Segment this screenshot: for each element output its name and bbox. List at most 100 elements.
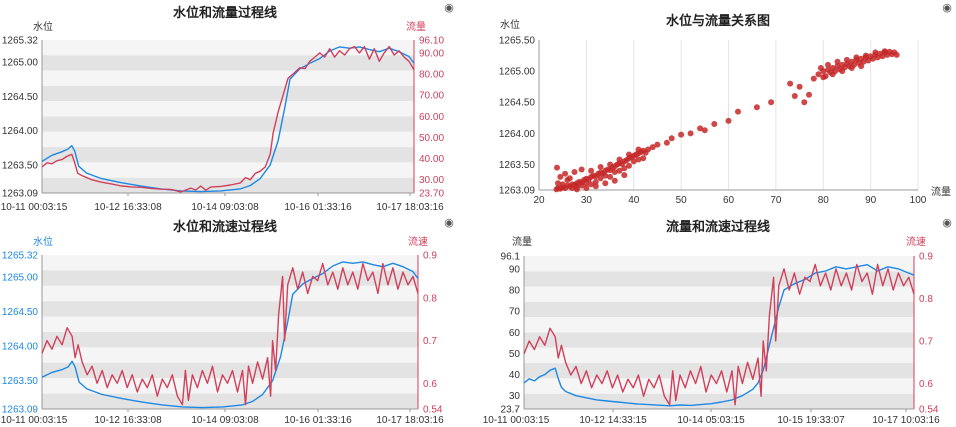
y-tick-label: 1265.50 — [499, 36, 536, 47]
scatter-point — [796, 83, 803, 90]
left-series-line — [41, 261, 419, 409]
scatter-point — [588, 167, 595, 174]
plot-band — [42, 147, 414, 163]
scatter-chart: 20 30 40 50 60 70 80 90 100 1265.50 1265.00 1264.50… — [499, 36, 927, 207]
scatter-point — [571, 169, 578, 175]
x-tick-label: 70 — [770, 195, 782, 206]
x-tick-label: 10-12 16:33:08 — [94, 202, 162, 213]
x-tick-label: 20 — [533, 195, 545, 206]
scatter-point — [583, 185, 590, 192]
x-tick-label: 10-11 00:03:15 — [483, 415, 550, 426]
plot-band — [42, 55, 414, 71]
scatter-point — [820, 74, 827, 81]
scatter-point — [559, 181, 566, 188]
scatter-point — [592, 178, 599, 185]
x-tick-label: 100 — [910, 195, 927, 206]
left-tick-label: 1263.09 — [2, 405, 39, 416]
x-tick-label: 10-12 16:33:08 — [94, 415, 162, 426]
plot-band — [42, 40, 414, 56]
scatter-point — [817, 65, 824, 71]
scatter-point — [626, 162, 632, 169]
right-tick-label: 0.8 — [423, 293, 437, 304]
scatter-point — [649, 144, 656, 151]
scatter-point — [829, 71, 836, 78]
chart-panel-flow-velocity: 流量和流速过程线 ◉ 流量 流速 96.1 90 80 70 60 50 40 30 23.7 0… — [478, 214, 956, 427]
x-tick-label: 60 — [723, 195, 735, 206]
scatter-point — [597, 175, 604, 182]
right-tick-label: 60.00 — [419, 112, 444, 123]
scatter-point — [810, 75, 817, 82]
left-axis-name: 水位 — [33, 22, 53, 33]
scatter-point — [801, 99, 808, 106]
left-tick-label: 1265.00 — [2, 57, 39, 68]
scatter-point — [862, 52, 869, 59]
left-tick-label: 1265.32 — [2, 36, 39, 47]
right-tick-label: 40.00 — [419, 154, 444, 165]
right-tick-label: 0.54 — [423, 405, 443, 416]
scatter-point — [588, 181, 595, 188]
scatter-point — [621, 172, 628, 179]
plot-band — [42, 162, 414, 178]
scatter-point — [607, 161, 614, 168]
left-tick-label: 70 — [509, 307, 521, 318]
right-tick-label: 0.6 — [919, 379, 933, 390]
x-tick-label: 30 — [581, 195, 593, 206]
scatter-point — [640, 155, 647, 162]
scatter-point — [825, 61, 831, 68]
scatter-point — [725, 117, 732, 124]
plot-band — [42, 332, 418, 348]
left-tick-label: 1264.50 — [2, 307, 39, 318]
x-tick-label: 50 — [676, 195, 688, 206]
x-tick-label: 10-15 19:33:07 — [777, 415, 845, 426]
right-tick-label: 70.00 — [419, 91, 444, 102]
left-tick-label: 1263.50 — [2, 160, 39, 171]
x-tick-label: 10-17 18:03:16 — [376, 415, 444, 426]
left-tick-label: 90 — [509, 264, 521, 275]
right-tick-label: 0.9 — [919, 252, 933, 263]
plot-band — [524, 347, 914, 364]
right-series-line — [523, 263, 915, 406]
left-tick-label: 1264.50 — [2, 92, 39, 103]
scatter-point — [787, 80, 794, 87]
left-axis-name: 流量 — [512, 237, 532, 248]
x-axis-name: 流量 — [931, 187, 951, 198]
plot-band — [42, 270, 418, 286]
scatter-point — [663, 139, 670, 146]
scatter-point — [753, 104, 760, 111]
scatter-point — [806, 91, 812, 98]
scatter-point — [881, 48, 888, 55]
eye-icon[interactable]: ◉ — [942, 217, 952, 229]
x-tick-label: 10-14 09:03:08 — [191, 415, 259, 426]
plot-band — [524, 271, 914, 287]
plot-band — [42, 131, 414, 148]
chart-panel-scatter: 水位与流量关系图 ◉ 水位 流量 20 30 40 50 60 70 80 90 100 1265… — [478, 0, 956, 214]
left-tick-label: 30 — [509, 391, 521, 402]
left-tick-label: 1264.00 — [2, 126, 39, 137]
scatter-point — [893, 51, 900, 58]
right-tick-label: 30.00 — [419, 175, 444, 186]
scatter-point — [566, 175, 573, 182]
left-tick-label: 80 — [509, 286, 521, 297]
chart-title: 水位和流速过程线 — [172, 219, 278, 234]
right-tick-label: 0.8 — [919, 294, 933, 305]
scatter-point — [687, 130, 694, 137]
right-axis-name: 流量 — [406, 22, 426, 33]
y-axis-name: 水位 — [500, 20, 520, 31]
scatter-point — [626, 151, 632, 158]
right-tick-label: 0.54 — [919, 405, 939, 416]
plot-band — [42, 347, 418, 363]
plot-band — [524, 286, 914, 302]
y-tick-label: 1264.50 — [499, 98, 536, 109]
right-tick-label: 0.6 — [423, 379, 437, 390]
x-tick-label: 10-11 00:03:15 — [1, 202, 68, 213]
scatter-point — [592, 183, 599, 190]
eye-icon[interactable]: ◉ — [444, 217, 454, 229]
right-tick-label: 0.9 — [423, 251, 437, 262]
x-tick-label: 10-17 10:03:16 — [872, 415, 940, 426]
eye-icon[interactable]: ◉ — [444, 2, 454, 14]
right-tick-label: 96.10 — [419, 36, 444, 47]
eye-icon[interactable]: ◉ — [942, 2, 952, 14]
left-tick-label: 1263.50 — [2, 376, 39, 387]
right-series-line — [41, 262, 419, 406]
scatter-point — [602, 180, 609, 187]
